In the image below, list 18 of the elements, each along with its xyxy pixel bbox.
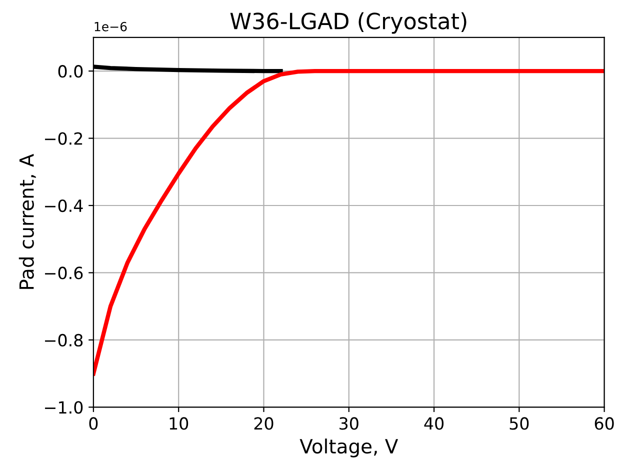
- x-tick-label: 50: [510, 417, 529, 430]
- y-tick-label: 0.0: [58, 65, 83, 78]
- x-tick-label: 30: [340, 417, 358, 430]
- x-tick-label: 60: [594, 417, 614, 430]
- chart-title: W36-LGAD (Cryostat): [230, 12, 466, 34]
- x-tick-label: 40: [424, 417, 444, 430]
- x-tick-label: 20: [254, 417, 274, 430]
- y-axis-title: Pad current, A: [18, 154, 36, 289]
- y-tick-label: −1.0: [45, 401, 83, 414]
- line-series: [93, 68, 604, 376]
- y-tick-label: −0.6: [45, 266, 83, 280]
- y-tick-label: −0.2: [45, 132, 82, 145]
- y-tick-label: −0.4: [45, 199, 83, 212]
- x-tick-label: 0: [89, 417, 98, 430]
- x-axis-title: Voltage, V: [300, 438, 398, 458]
- x-tick-label: 10: [170, 417, 188, 430]
- y-tick-label: −0.8: [45, 334, 83, 347]
- text: 1e−6: [94, 22, 127, 32]
